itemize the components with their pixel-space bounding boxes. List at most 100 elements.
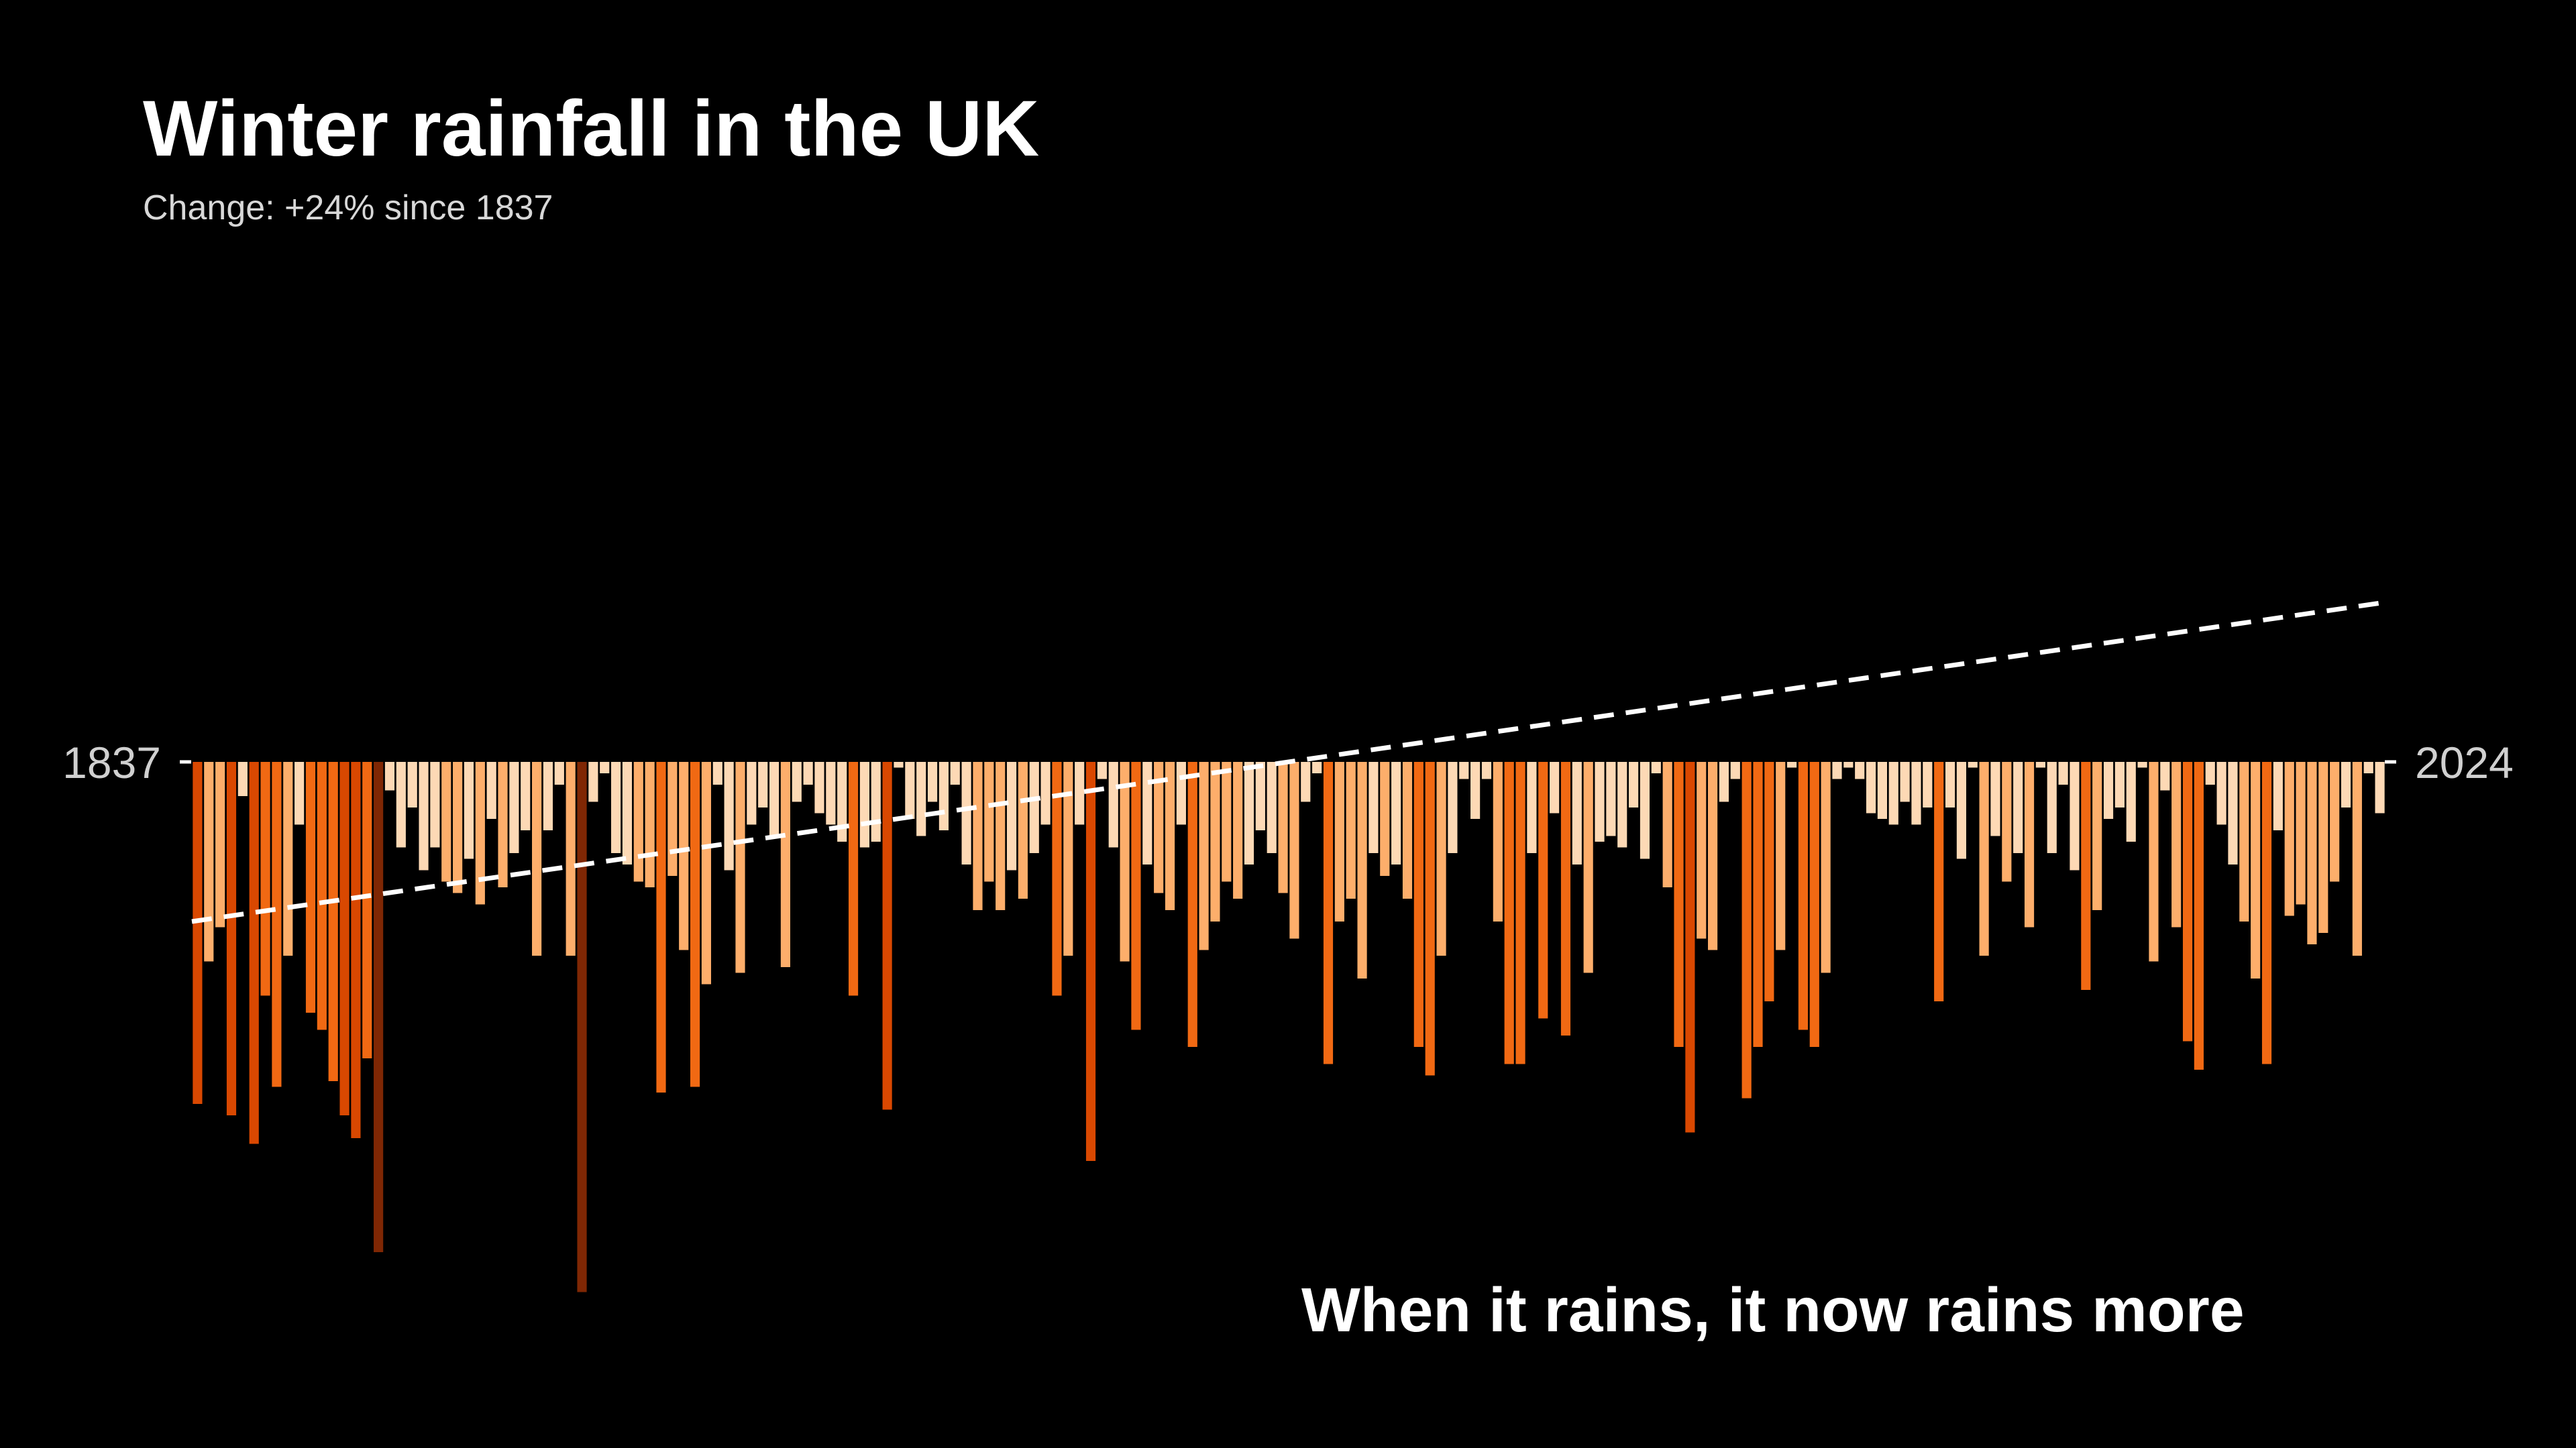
bar-1989 bbox=[1911, 762, 1921, 825]
bar-1846 bbox=[294, 762, 305, 825]
bar-1894 bbox=[837, 762, 847, 842]
bar-1970 bbox=[1697, 762, 1707, 939]
bar-1893 bbox=[826, 762, 836, 825]
bar-1978 bbox=[1787, 762, 1797, 768]
bar-1892 bbox=[814, 762, 824, 814]
bar-1997 bbox=[2002, 762, 2012, 882]
bar-1959 bbox=[1572, 762, 1582, 865]
chart-annotation: When it rains, it now rains more bbox=[1301, 1275, 2245, 1345]
bar-1903 bbox=[938, 762, 949, 830]
bar-1839 bbox=[215, 762, 225, 928]
bar-1994 bbox=[1968, 762, 1978, 768]
bar-1869 bbox=[554, 762, 564, 785]
bar-1873 bbox=[600, 762, 610, 773]
bar-1945 bbox=[1413, 762, 1424, 1047]
bar-1841 bbox=[237, 762, 248, 796]
bar-1963 bbox=[1617, 762, 1627, 848]
bar-1930 bbox=[1244, 762, 1254, 865]
bar-1906 bbox=[973, 762, 983, 910]
bar-1928 bbox=[1222, 762, 1232, 882]
bar-1888 bbox=[769, 762, 780, 836]
bar-2012 bbox=[2171, 762, 2182, 928]
bar-1859 bbox=[441, 762, 451, 882]
bar-1865 bbox=[509, 762, 519, 853]
bar-1862 bbox=[475, 762, 485, 905]
bar-1843 bbox=[260, 762, 270, 996]
bar-1958 bbox=[1560, 762, 1571, 1036]
bar-1914 bbox=[1063, 762, 1073, 956]
bar-2014 bbox=[2194, 762, 2204, 1070]
bar-1972 bbox=[1719, 762, 1729, 802]
bar-1856 bbox=[407, 762, 417, 807]
bar-1944 bbox=[1402, 762, 1413, 899]
bar-1962 bbox=[1606, 762, 1616, 836]
bar-1861 bbox=[464, 762, 474, 859]
bar-1966 bbox=[1651, 762, 1661, 773]
bar-2002 bbox=[2058, 762, 2068, 785]
bar-1938 bbox=[1334, 762, 1344, 922]
bar-2018 bbox=[2239, 762, 2249, 922]
bar-2019 bbox=[2251, 762, 2261, 979]
bar-1965 bbox=[1640, 762, 1650, 859]
bar-2023 bbox=[2296, 762, 2306, 905]
bar-1936 bbox=[1312, 762, 1322, 773]
bar-2024 bbox=[2307, 762, 2317, 944]
bar-2020 bbox=[2261, 762, 2272, 1064]
bar-1986 bbox=[1877, 762, 1887, 819]
bar-1871 bbox=[577, 762, 587, 1292]
bar-1887 bbox=[758, 762, 768, 807]
bar-1840 bbox=[226, 762, 237, 1115]
bar-1952 bbox=[1493, 762, 1503, 922]
bar-1943 bbox=[1391, 762, 1401, 865]
bar-1954 bbox=[1515, 762, 1525, 1064]
bar-2008 bbox=[2126, 762, 2136, 842]
bar-1929 bbox=[1233, 762, 1243, 899]
bar-1844 bbox=[272, 762, 282, 1087]
end-year-label: 2024 bbox=[2415, 738, 2514, 787]
bar-1993 bbox=[1956, 762, 1966, 859]
bar-1939 bbox=[1346, 762, 1356, 899]
bar-2004 bbox=[2081, 762, 2091, 990]
bar-2027 bbox=[2341, 762, 2351, 807]
bar-1901 bbox=[916, 762, 926, 836]
trend-line bbox=[191, 600, 2386, 924]
bar-1854 bbox=[384, 762, 395, 791]
bar-1919 bbox=[1120, 762, 1130, 962]
bar-1941 bbox=[1368, 762, 1379, 853]
bar-1933 bbox=[1278, 762, 1288, 893]
bar-1885 bbox=[735, 762, 745, 973]
bar-2021 bbox=[2273, 762, 2283, 830]
bar-1991 bbox=[1934, 762, 1944, 1001]
bar-1992 bbox=[1945, 762, 1955, 807]
bar-1872 bbox=[588, 762, 598, 802]
bar-1889 bbox=[780, 762, 790, 967]
start-year-label: 1837 bbox=[62, 738, 161, 787]
bar-2022 bbox=[2284, 762, 2294, 916]
bar-1918 bbox=[1108, 762, 1118, 848]
bar-1905 bbox=[961, 762, 971, 865]
bar-1979 bbox=[1798, 762, 1809, 1030]
bar-1853 bbox=[374, 762, 384, 1252]
bar-1902 bbox=[927, 762, 938, 802]
bar-1883 bbox=[712, 762, 722, 785]
bar-1967 bbox=[1662, 762, 1672, 887]
bar-1907 bbox=[984, 762, 994, 882]
bar-1870 bbox=[566, 762, 576, 956]
bar-1980 bbox=[1809, 762, 1819, 1047]
bar-2005 bbox=[2092, 762, 2102, 910]
bar-1924 bbox=[1176, 762, 1186, 825]
bar-1880 bbox=[679, 762, 689, 950]
bar-1985 bbox=[1866, 762, 1876, 814]
bar-1940 bbox=[1357, 762, 1367, 979]
bar-1891 bbox=[803, 762, 813, 785]
bar-1858 bbox=[430, 762, 440, 848]
bar-2009 bbox=[2137, 762, 2147, 768]
bar-1874 bbox=[611, 762, 621, 853]
bar-2030 bbox=[2375, 762, 2385, 814]
bar-1975 bbox=[1753, 762, 1763, 1047]
bar-1897 bbox=[871, 762, 881, 842]
bar-1960 bbox=[1583, 762, 1593, 973]
bar-1842 bbox=[249, 762, 259, 1144]
bar-1860 bbox=[453, 762, 463, 893]
bar-1876 bbox=[633, 762, 643, 882]
